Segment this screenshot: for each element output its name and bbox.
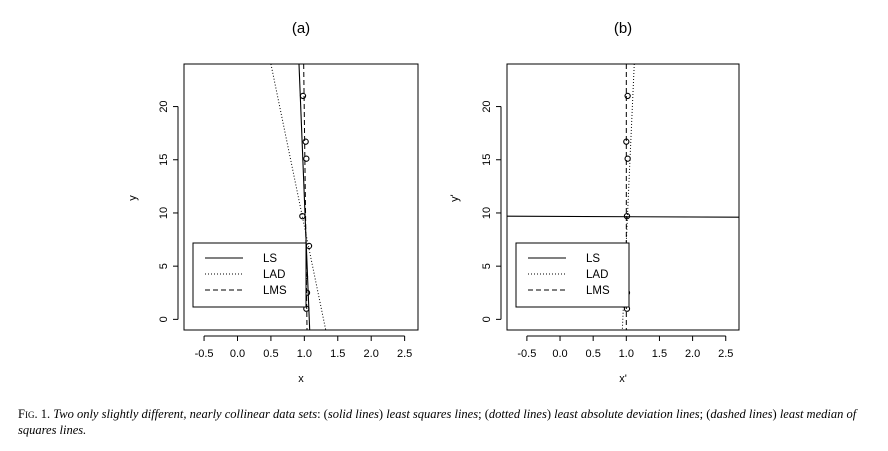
data-point: [299, 92, 307, 100]
chart-title: (a): [292, 20, 310, 37]
data-point: [305, 242, 313, 250]
x-tick-label: 1.5: [652, 348, 667, 360]
data-point: [302, 138, 309, 145]
y-tick-label: 5: [481, 263, 493, 269]
x-axis-label: x': [619, 373, 627, 385]
y-tick-label: 10: [481, 207, 493, 219]
series-line-lad: [270, 64, 327, 330]
x-axis-label: x: [298, 373, 304, 385]
legend: LS LAD LMS: [515, 242, 630, 308]
x-tick-label: 0.5: [263, 348, 278, 360]
caption-segment: ): [772, 407, 780, 421]
data-point: [624, 92, 631, 100]
legend-label-lms: LMS: [586, 285, 610, 297]
chart-panel-a: (a) -0.5 0.0 0.5 1.0 1.5 2.0 2.5 0 5 10 15 20 x y LS LAD…: [127, 20, 419, 385]
data-point: [623, 138, 630, 145]
caption-segment: : (: [317, 407, 328, 421]
caption-segment: ; (: [699, 407, 711, 421]
legend-label-ls: LS: [263, 253, 277, 265]
x-tick-label: 2.5: [718, 348, 733, 360]
data-point: [303, 155, 310, 162]
x-tick-label: 1.0: [619, 348, 634, 360]
chart-panel-b: (b)-0.5 0.0 0.5 1.0 1.5 2.0 2.505101520x'y'LSL…: [449, 20, 740, 385]
figure: (a) -0.5 0.0 0.5 1.0 1.5 2.0 2.5 0 5 10 15 20 x y LS LAD…: [127, 20, 740, 385]
caption-segment: Two only slightly different, nearly coll…: [53, 407, 318, 421]
y-tick-label: 0: [481, 316, 493, 322]
caption-segment: dotted lines: [488, 407, 547, 421]
y-tick-label: 5: [158, 263, 170, 269]
x-tick-label: 0.5: [586, 348, 601, 360]
plot-frame: [183, 63, 419, 331]
data-point: [624, 155, 631, 162]
y-tick-label: 15: [158, 154, 170, 166]
data-point: [299, 213, 306, 220]
series-line-ls: [507, 215, 739, 218]
caption-segment: solid lines: [327, 407, 379, 421]
caption-text: Two only slightly different, nearly coll…: [18, 407, 856, 437]
x-tick-label: 0.0: [552, 348, 567, 360]
y-tick-label: 0: [158, 316, 170, 322]
x-tick-label: 2.0: [364, 348, 379, 360]
y-tick-label: 10: [158, 207, 170, 219]
x-tick-label: -0.5: [517, 348, 536, 360]
legend-box: [192, 242, 307, 308]
caption-segment: ): [378, 407, 387, 421]
x-tick-label: 2.5: [397, 348, 412, 360]
legend-label-lms: LMS: [263, 285, 287, 297]
x-tick-label: 2.0: [685, 348, 700, 360]
y-axis-label: y': [449, 194, 461, 202]
legend-box: [515, 242, 630, 308]
legend-label-lad: LAD: [263, 269, 285, 281]
legend-label-ls: LS: [586, 253, 600, 265]
x-tick-label: 1.0: [297, 348, 312, 360]
caption-segment: dashed lines: [710, 407, 773, 421]
x-tick-label: 1.5: [330, 348, 345, 360]
x-tick-label: 0.0: [230, 348, 245, 360]
y-tick-label: 15: [481, 154, 493, 166]
y-tick-label: 20: [481, 100, 493, 112]
caption-segment: least median of squares lines.: [18, 407, 857, 437]
y-tick-label: 20: [158, 100, 170, 112]
legend-label-lad: LAD: [586, 269, 608, 281]
caption-label: Fig. 1.: [18, 407, 51, 421]
series-line-lms: [303, 64, 308, 330]
caption-segment: least squares lines: [386, 407, 479, 421]
caption-segment: ; (: [478, 407, 489, 421]
x-tick-label: -0.5: [195, 348, 214, 360]
chart-title: (b): [614, 20, 632, 37]
y-axis-label: y: [127, 195, 139, 201]
caption-segment: least absolute deviation lines: [554, 407, 700, 421]
caption-segment: ): [546, 407, 555, 421]
series-line-ls: [298, 64, 311, 330]
figure-caption: Fig. 1. Two only slightly different, nea…: [18, 406, 874, 438]
data-point: [623, 213, 631, 220]
legend: LS LAD LMS: [192, 242, 307, 308]
plot-frame: [506, 63, 740, 331]
